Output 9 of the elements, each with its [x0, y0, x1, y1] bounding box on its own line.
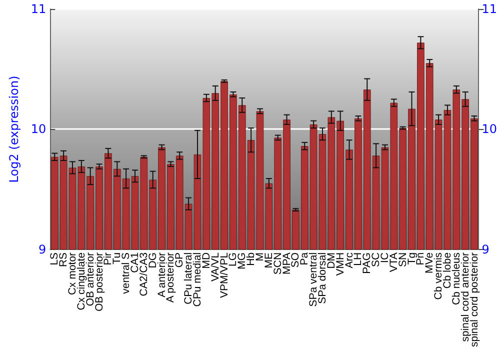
- y-axis-title: Log2 (expression): [7, 76, 21, 183]
- x-tick-label: RS: [58, 252, 70, 268]
- y-tick-label: 11: [30, 2, 46, 16]
- y-tick-label: 10: [30, 122, 46, 136]
- x-tick-label: A posterior: [164, 252, 177, 303]
- y-tick-label: 9: [38, 242, 46, 256]
- y2-tick-label: 11: [482, 2, 498, 16]
- y2-tick-label: 10: [482, 122, 498, 136]
- y2-tick-label: 9: [482, 242, 490, 256]
